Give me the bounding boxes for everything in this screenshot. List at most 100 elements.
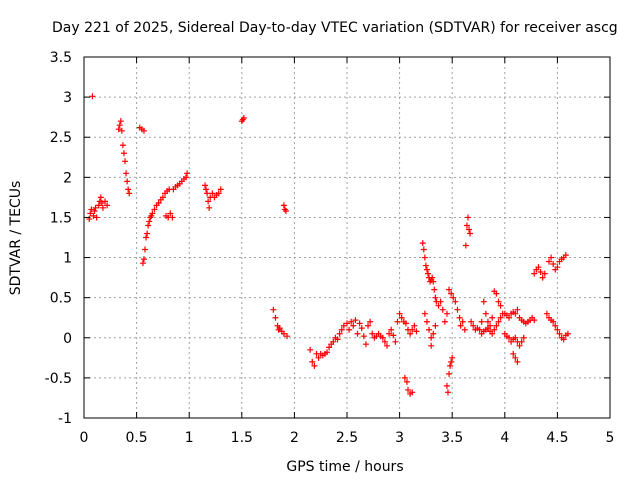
y-axis-label: SDTVAR / TECUs bbox=[8, 181, 24, 296]
y-tick-label: 3.5 bbox=[50, 50, 72, 66]
data-point bbox=[423, 266, 430, 273]
data-point bbox=[151, 206, 158, 213]
x-tick-label: 2.5 bbox=[336, 430, 358, 446]
data-point bbox=[426, 326, 433, 333]
data-point bbox=[117, 118, 124, 125]
data-point bbox=[493, 290, 500, 297]
data-point bbox=[205, 198, 212, 205]
y-axis: -1 -0.5 0 0.5 1 1.5 2 2.5 3 3.5 bbox=[45, 50, 610, 427]
data-point bbox=[489, 330, 496, 337]
data-point bbox=[145, 222, 152, 229]
data-point bbox=[495, 298, 502, 305]
data-point bbox=[203, 186, 210, 193]
data-point bbox=[340, 322, 347, 329]
y-tick-label: 2.5 bbox=[50, 130, 72, 146]
data-point bbox=[240, 114, 247, 121]
y-tick-label: 0.5 bbox=[50, 291, 72, 307]
data-point bbox=[543, 310, 550, 317]
data-point bbox=[360, 333, 367, 340]
data-point bbox=[514, 306, 521, 313]
data-point bbox=[401, 374, 408, 381]
data-point bbox=[334, 336, 341, 343]
data-point bbox=[457, 322, 464, 329]
data-point bbox=[493, 322, 500, 329]
data-point bbox=[365, 322, 372, 329]
data-point bbox=[456, 314, 463, 321]
data-point bbox=[539, 274, 546, 281]
data-point bbox=[362, 341, 369, 348]
data-point bbox=[95, 202, 102, 209]
data-point bbox=[443, 310, 450, 317]
data-point bbox=[209, 190, 216, 197]
x-axis-label: GPS time / hours bbox=[286, 459, 403, 475]
data-point bbox=[284, 333, 291, 340]
data-point bbox=[430, 278, 437, 285]
data-point bbox=[432, 322, 439, 329]
data-point bbox=[454, 306, 461, 313]
data-point bbox=[537, 268, 544, 275]
data-point bbox=[439, 306, 446, 313]
data-point bbox=[520, 334, 527, 341]
data-point bbox=[550, 260, 557, 267]
data-point bbox=[396, 310, 403, 317]
data-point bbox=[201, 182, 208, 189]
data-point bbox=[104, 202, 111, 209]
data-point bbox=[155, 200, 162, 207]
data-point bbox=[126, 190, 133, 197]
grid-lines bbox=[84, 57, 610, 418]
y-tick-label: -0.5 bbox=[45, 371, 72, 387]
data-point bbox=[315, 354, 322, 361]
data-point bbox=[531, 317, 538, 324]
data-point bbox=[423, 318, 430, 325]
data-point bbox=[307, 346, 314, 353]
data-point bbox=[276, 325, 283, 332]
x-tick-label: 4.5 bbox=[546, 430, 568, 446]
data-point bbox=[272, 314, 279, 321]
data-point bbox=[541, 270, 548, 277]
data-point bbox=[336, 330, 343, 337]
data-point bbox=[480, 298, 487, 305]
data-point bbox=[124, 178, 131, 185]
data-point bbox=[140, 256, 147, 263]
data-point bbox=[462, 242, 469, 249]
data-point bbox=[552, 322, 559, 329]
data-point bbox=[448, 358, 455, 365]
data-point bbox=[93, 214, 100, 221]
data-point bbox=[102, 198, 109, 205]
data-point bbox=[560, 336, 567, 343]
data-point bbox=[87, 210, 94, 217]
data-point bbox=[428, 334, 435, 341]
data-point bbox=[392, 338, 399, 345]
x-tick-label: 2 bbox=[290, 430, 299, 446]
data-point bbox=[531, 270, 538, 277]
x-tick-label: 3 bbox=[395, 430, 404, 446]
data-point bbox=[422, 262, 429, 269]
data-point bbox=[506, 334, 513, 341]
data-point bbox=[482, 310, 489, 317]
data-point bbox=[270, 306, 277, 313]
data-point bbox=[383, 342, 390, 349]
data-point bbox=[512, 354, 519, 361]
data-point bbox=[390, 332, 397, 339]
data-point bbox=[478, 318, 485, 325]
data-point bbox=[405, 386, 412, 393]
data-point bbox=[115, 126, 122, 133]
data-point bbox=[280, 202, 287, 209]
data-point bbox=[169, 214, 176, 221]
data-point bbox=[116, 122, 123, 129]
data-point bbox=[338, 326, 345, 333]
data-point bbox=[535, 264, 542, 271]
data-point bbox=[506, 314, 513, 321]
data-point bbox=[446, 286, 453, 293]
data-point bbox=[143, 234, 150, 241]
data-point bbox=[344, 320, 350, 327]
data-point bbox=[354, 330, 361, 337]
x-tick-label: 0.5 bbox=[125, 430, 147, 446]
data-point bbox=[443, 382, 450, 389]
data-point bbox=[489, 314, 496, 321]
data-point bbox=[468, 318, 475, 325]
x-axis: 0 0.5 1 1.5 2 2.5 3 3.5 4 4.5 5 bbox=[80, 57, 614, 446]
data-point bbox=[484, 318, 491, 325]
y-tick-label: 0 bbox=[63, 331, 72, 347]
data-point bbox=[324, 349, 331, 356]
